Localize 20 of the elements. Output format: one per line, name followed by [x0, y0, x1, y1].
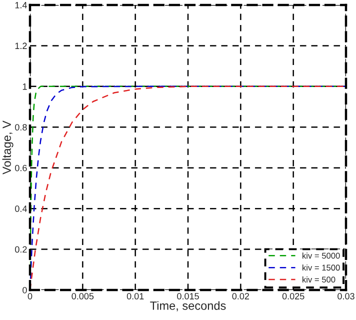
x-tick-label: 0.03	[338, 293, 354, 300]
x-tick-label: 0.01	[126, 293, 144, 300]
x-tick-label: 0.015	[177, 293, 199, 300]
x-tick-label: 0.025	[282, 293, 304, 300]
x-axis-title: Time, seconds	[150, 301, 226, 312]
y-tick-label: 0.8	[15, 124, 27, 131]
y-axis-title: Voltage, V	[2, 120, 14, 174]
y-tick-label: 1	[22, 83, 27, 90]
x-tick-label: 0.02	[232, 293, 249, 300]
x-tick-label: 0	[28, 293, 32, 300]
y-tick-label: 0.6	[15, 164, 27, 172]
y-tick-label: 1.4	[15, 2, 27, 8]
legend-label: kiv = 1500	[302, 264, 340, 271]
legend-label: kiv = 5000	[302, 252, 340, 259]
y-tick-label: 0	[22, 286, 27, 294]
x-tick-label: 0.005	[72, 293, 94, 300]
legend-label: kiv = 500	[302, 276, 336, 283]
y-tick-label: 1.2	[15, 42, 27, 49]
y-tick-label: 0.2	[15, 246, 27, 253]
y-tick-label: 0.4	[15, 206, 27, 212]
